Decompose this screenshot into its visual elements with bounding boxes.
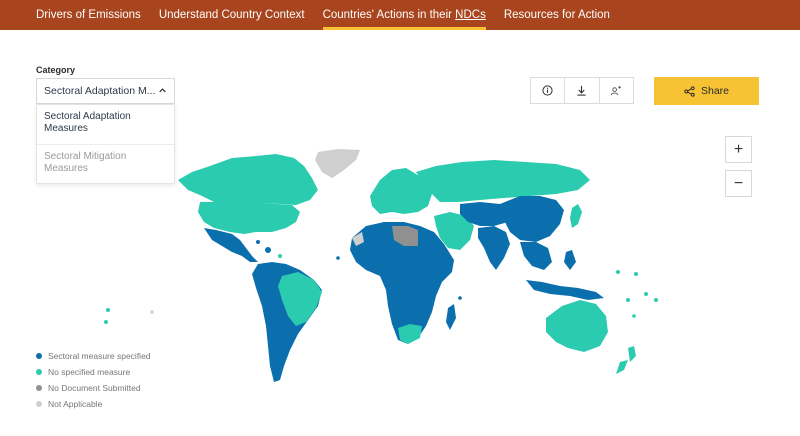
zoom-in-button[interactable]: +	[725, 136, 752, 163]
option-line: Measures	[44, 163, 88, 174]
info-button[interactable]	[531, 78, 566, 103]
region-libya[interactable]	[392, 226, 418, 246]
download-button[interactable]	[565, 78, 600, 103]
zoom-in-icon: +	[733, 140, 744, 158]
top-navigation: Drivers of Emissions Understand Country …	[0, 0, 800, 30]
option-sectoral-adaptation[interactable]: Sectoral Adaptation Measures	[37, 105, 174, 145]
region-new-zealand[interactable]	[616, 360, 628, 374]
region-canada[interactable]	[178, 154, 318, 205]
region-pacific-island[interactable]	[634, 272, 638, 276]
legend-label: No Document Submitted	[48, 383, 141, 393]
share-label: Share	[700, 85, 730, 97]
legend-label: Not Applicable	[48, 399, 103, 409]
option-line: Sectoral Mitigation	[44, 151, 127, 162]
category-options-menu: Sectoral Adaptation Measures Sectoral Mi…	[36, 104, 175, 184]
nav-label-ndcs: NDCs	[455, 9, 486, 21]
legend-dot	[36, 385, 42, 391]
region-new-zealand[interactable]	[628, 346, 636, 362]
info-icon	[542, 85, 553, 96]
category-label: Category	[36, 65, 76, 75]
region-brazil[interactable]	[278, 272, 322, 326]
region-south-africa[interactable]	[398, 324, 422, 344]
region-atlantic-island[interactable]	[458, 296, 462, 300]
region-pacific-island[interactable]	[644, 292, 648, 296]
add-user-icon	[611, 85, 622, 96]
region-mexico[interactable]	[204, 228, 258, 262]
region-australia[interactable]	[546, 300, 608, 352]
legend-item: Sectoral measure specified	[36, 348, 151, 364]
region-pacific-island[interactable]	[104, 320, 108, 324]
nav-label: Drivers of Emissions	[36, 9, 141, 21]
region-middle-east[interactable]	[434, 212, 474, 250]
nav-label: Resources for Action	[503, 9, 610, 21]
map-toolbar	[530, 77, 634, 104]
region-caribbean[interactable]	[256, 240, 260, 244]
legend-dot	[36, 353, 42, 359]
region-pacific-island[interactable]	[616, 270, 620, 274]
region-caribbean[interactable]	[265, 247, 271, 253]
map-legend: Sectoral measure specified No specified …	[36, 348, 151, 412]
region-japan[interactable]	[570, 204, 582, 228]
nav-resources-for-action[interactable]: Resources for Action	[504, 0, 610, 30]
region-europe[interactable]	[370, 168, 432, 214]
share-icon	[684, 85, 695, 97]
legend-item: Not Applicable	[36, 396, 151, 412]
share-button[interactable]: Share	[654, 77, 759, 105]
option-line: Measures	[44, 123, 88, 134]
region-southeast-asia[interactable]	[520, 242, 552, 270]
option-line: Sectoral Adaptation	[44, 111, 131, 122]
legend-item: No specified measure	[36, 364, 151, 380]
legend-label: No specified measure	[48, 367, 131, 377]
zoom-out-icon: −	[733, 174, 744, 192]
region-pacific-island[interactable]	[632, 314, 636, 318]
legend-dot	[36, 401, 42, 407]
nav-understand-country-context[interactable]: Understand Country Context	[159, 0, 305, 30]
nav-label: Understand Country Context	[158, 9, 305, 21]
region-madagascar[interactable]	[446, 304, 456, 330]
legend-dot	[36, 369, 42, 375]
region-pacific-island[interactable]	[150, 310, 154, 314]
world-map[interactable]	[100, 140, 680, 390]
region-pacific-island[interactable]	[654, 298, 658, 302]
chevron-up-icon	[159, 88, 166, 93]
add-user-button[interactable]	[600, 78, 633, 103]
download-icon	[577, 85, 587, 96]
legend-item: No Document Submitted	[36, 380, 151, 396]
region-greenland[interactable]	[315, 149, 360, 178]
region-china[interactable]	[500, 196, 564, 242]
region-caribbean[interactable]	[278, 254, 282, 258]
nav-label: Countries' Actions in their	[322, 9, 456, 21]
option-sectoral-mitigation[interactable]: Sectoral Mitigation Measures	[37, 145, 174, 185]
category-dropdown[interactable]: Sectoral Adaptation M...	[36, 78, 175, 104]
region-philippines[interactable]	[564, 250, 576, 270]
region-india[interactable]	[478, 226, 510, 270]
nav-drivers-of-emissions[interactable]: Drivers of Emissions	[36, 0, 141, 30]
region-atlantic-island[interactable]	[336, 256, 340, 260]
region-pacific-island[interactable]	[106, 308, 110, 312]
region-indonesia[interactable]	[526, 280, 604, 300]
nav-countries-actions-ndcs[interactable]: Countries' Actions in their NDCs	[322, 0, 487, 30]
region-central-asia[interactable]	[460, 202, 514, 226]
zoom-out-button[interactable]: −	[725, 170, 752, 197]
region-western-sahara[interactable]	[352, 232, 364, 246]
region-africa[interactable]	[350, 222, 454, 344]
legend-label: Sectoral measure specified	[48, 351, 151, 361]
category-selected-value: Sectoral Adaptation M...	[44, 85, 156, 97]
region-pacific-island[interactable]	[626, 298, 630, 302]
region-usa[interactable]	[198, 202, 300, 234]
region-russia[interactable]	[416, 160, 590, 202]
